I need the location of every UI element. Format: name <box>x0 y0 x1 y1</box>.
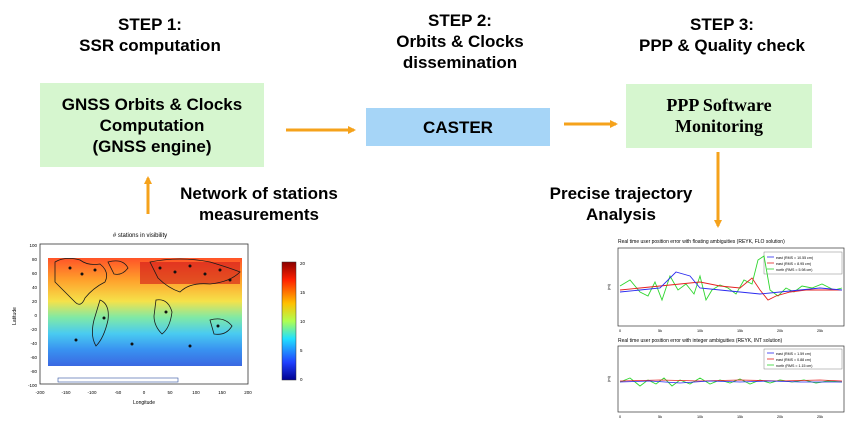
map-station-markers <box>68 264 232 348</box>
map-xtick: -50 <box>115 390 122 395</box>
plot-float-xtick: 15k <box>737 329 743 333</box>
ppp-box-line-2: Monitoring <box>675 116 763 136</box>
map-xtick: 0 <box>143 390 146 395</box>
map-xlabel: Longitude <box>133 400 155 406</box>
plot-float-xtick: 5k <box>658 329 662 333</box>
map-ytick: -80 <box>30 369 37 374</box>
map-xtick: 100 <box>192 390 200 395</box>
colorbar-tick: 5 <box>300 348 303 353</box>
plot-int-east-series <box>619 379 843 382</box>
plot-float-xtick: 10k <box>697 329 703 333</box>
plot-float-legend-entry: east (RMS = 10.55 cm) <box>776 256 813 260</box>
map-xtick: 200 <box>244 390 252 395</box>
map-ytick: 80 <box>32 257 38 262</box>
map-ytick: 20 <box>32 299 38 304</box>
map-legend-box <box>57 377 179 383</box>
plot-int-xtick: 5k <box>658 415 662 419</box>
network-label-line-2: measurements <box>198 205 319 224</box>
map-high-band <box>140 262 240 284</box>
gnss-computation-box: GNSS Orbits & Clocks Computation (GNSS e… <box>40 83 264 167</box>
plot-float-xtick: 20k <box>777 329 783 333</box>
map-xtick: -150 <box>61 390 71 395</box>
plot-int-ylabel: (m) <box>606 375 611 382</box>
map-xticks: -200 -150 -100 -50 0 50 100 150 200 <box>35 390 252 395</box>
caster-box: CASTER <box>366 108 550 146</box>
plot-int-legend-entry: east (RMS = 0.88 cm) <box>776 358 811 362</box>
plot-int-xticks: 0 5k 10k 15k 20k 25k <box>619 415 823 419</box>
map-ytick: 60 <box>32 271 38 276</box>
map-title: # stations in visibility <box>113 233 167 239</box>
colorbar-tick: 10 <box>300 319 306 324</box>
map-ytick: -60 <box>30 355 37 360</box>
step-1-subtitle: SSR computation <box>79 36 221 55</box>
stations-map-plot: # stations in visibility Longitude Latit… <box>12 233 306 406</box>
plot-int-legend-entry: east (RMS = 1.59 cm) <box>776 352 811 356</box>
map-ytick: -20 <box>30 327 37 332</box>
gnss-box-line-2: Computation <box>99 115 205 135</box>
plot-int-xtick: 0 <box>619 415 621 419</box>
plot-int-xtick: 25k <box>817 415 823 419</box>
step-3-subtitle: PPP & Quality check <box>639 36 805 55</box>
plot-int-north-series <box>619 377 843 387</box>
step-3-heading: STEP 3: PPP & Quality check <box>612 14 832 56</box>
step-2-heading: STEP 2: Orbits & Clocks dissemination <box>360 10 560 73</box>
step-1-title: STEP 1: <box>118 15 182 34</box>
plot-float-legend-box <box>763 251 843 275</box>
plot-float-east2-series <box>619 271 843 295</box>
map-colorbar-ticks: 20 15 10 5 0 <box>300 261 306 382</box>
colorbar-tick: 0 <box>300 377 303 382</box>
gnss-box-line-1: GNSS Orbits & Clocks <box>61 94 243 114</box>
colorbar-tick: 20 <box>300 261 306 266</box>
trajectory-label-line-2: Analysis <box>586 205 656 224</box>
network-stations-label: Network of stations measurements <box>166 183 352 225</box>
plot-int: Real time user position error with integ… <box>606 338 845 419</box>
plot-float-xtick: 0 <box>619 329 621 333</box>
map-xtick: -100 <box>87 390 97 395</box>
step-1-heading: STEP 1: SSR computation <box>40 14 260 56</box>
colorbar-tick: 15 <box>300 290 306 295</box>
plot-float-ylabel: (m) <box>606 283 611 290</box>
ppp-software-box: PPP Software Monitoring <box>626 84 812 148</box>
plot-float-legend-entry: east (RMS = 8.95 cm) <box>776 262 811 266</box>
map-ytick: -40 <box>30 341 37 346</box>
step-2-subtitle: Orbits & Clocks dissemination <box>396 32 524 72</box>
step-3-title: STEP 3: <box>690 15 754 34</box>
trajectory-label: Precise trajectory Analysis <box>526 183 716 225</box>
plot-int-xtick: 15k <box>737 415 743 419</box>
map-colorbar <box>281 261 297 381</box>
plot-int-legend-entry: north (RMS = 1.15 cm) <box>776 364 812 368</box>
plot-int-legend-box <box>763 348 843 370</box>
plot-int-xtick: 20k <box>777 415 783 419</box>
map-ytick: 0 <box>34 313 37 318</box>
plot-int-title: Real time user position error with integ… <box>618 338 782 344</box>
map-xtick: -200 <box>35 390 45 395</box>
ppp-box-line-1: PPP Software <box>666 95 772 115</box>
plot-float-xtick: 25k <box>817 329 823 333</box>
plot-int-east2-series <box>619 380 842 384</box>
map-continents <box>54 258 241 347</box>
step-2-title: STEP 2: <box>428 11 492 30</box>
caster-label: CASTER <box>423 117 493 137</box>
plot-float-legend-entry: north (RMS = 5.98 cm) <box>776 268 812 272</box>
plot-float-title: Real time user position error with float… <box>618 239 785 245</box>
map-ylabel: Latitude <box>12 307 18 325</box>
plot-float-xticks: 0 5k 10k 15k 20k 25k <box>619 329 823 333</box>
map-xtick: 50 <box>167 390 173 395</box>
map-ytick: 100 <box>29 243 37 248</box>
plot-float-east-series <box>619 277 842 301</box>
gnss-box-line-3: (GNSS engine) <box>92 136 212 156</box>
map-xtick: 150 <box>218 390 226 395</box>
plot-float: Real time user position error with float… <box>606 239 845 333</box>
trajectory-label-line-1: Precise trajectory <box>549 184 693 203</box>
map-ytick: 40 <box>32 285 38 290</box>
plot-int-xtick: 10k <box>697 415 703 419</box>
network-label-line-1: Network of stations <box>180 184 338 203</box>
map-yticks: 100 80 60 40 20 0 -20 -40 -60 -80 -100 <box>28 243 38 388</box>
map-ytick: -100 <box>28 383 38 388</box>
